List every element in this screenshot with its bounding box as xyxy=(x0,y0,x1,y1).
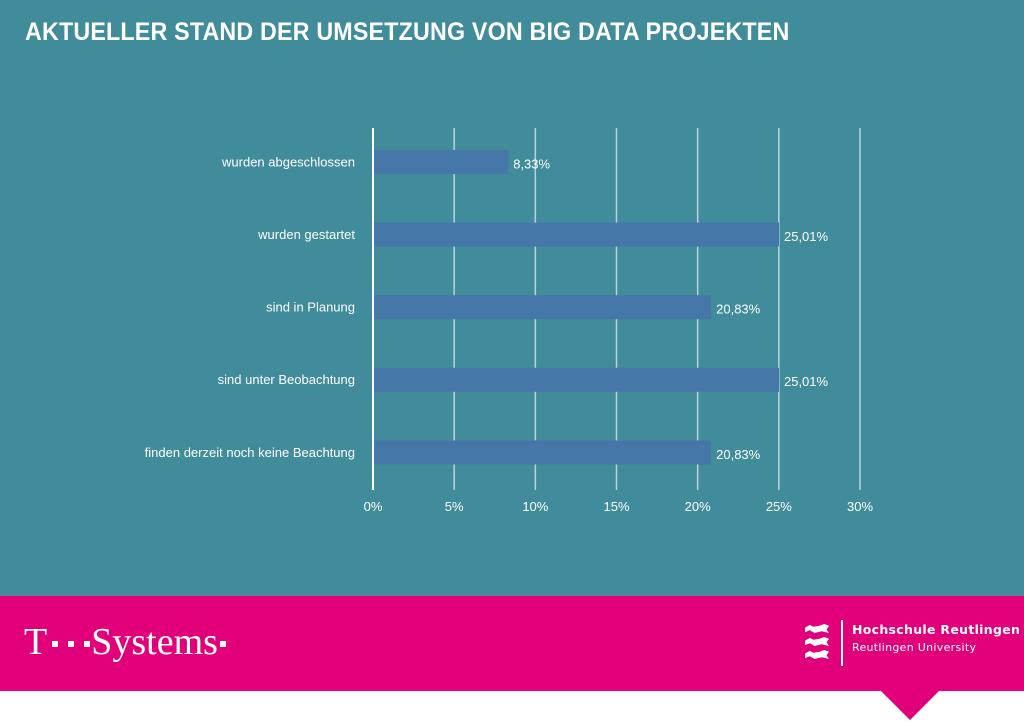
bar-chart: wurden abgeschlossen wurden gestartet sind… xyxy=(145,128,874,514)
x-tick-label: 20% xyxy=(685,499,711,514)
lion-icon xyxy=(805,650,829,659)
value-label: 8,33% xyxy=(513,156,550,171)
value-label: 20,83% xyxy=(716,447,761,462)
category-label: wurden gestartet xyxy=(257,227,355,242)
category-label: wurden abgeschlossen xyxy=(221,154,355,169)
value-label: 20,83% xyxy=(716,302,761,317)
page-title: AKTUELLER STAND DER UMSETZUNG VON BIG DA… xyxy=(25,18,790,46)
category-labels: wurden abgeschlossen wurden gestartet sind… xyxy=(145,154,356,459)
x-tick-label: 15% xyxy=(603,499,629,514)
value-label: 25,01% xyxy=(784,229,829,244)
bars xyxy=(374,150,779,465)
t-systems-logo: T Systems xyxy=(24,620,231,664)
logo-dot xyxy=(52,641,59,647)
university-logo: Hochschule Reutlingen Reutlingen Univers… xyxy=(805,620,1020,666)
coat-of-arms-lions-icon xyxy=(805,624,831,659)
x-tick-label: 5% xyxy=(445,499,464,514)
t-systems-t-letter: T xyxy=(24,621,48,663)
logo-dot xyxy=(84,641,91,647)
university-subtitle: Reutlingen University xyxy=(852,641,977,654)
category-label: finden derzeit noch keine Beachtung xyxy=(145,445,355,460)
lion-icon xyxy=(805,637,829,646)
x-tick-label: 30% xyxy=(847,499,873,514)
bar xyxy=(374,150,509,174)
t-systems-wordmark: Systems xyxy=(91,621,218,663)
lion-icon xyxy=(805,624,829,633)
x-tick-labels: 0% 5% 10% 15% 20% 25% 30% xyxy=(364,499,874,514)
bar xyxy=(374,295,712,320)
footer-chevron xyxy=(880,690,940,720)
x-tick-label: 25% xyxy=(766,499,792,514)
logo-divider xyxy=(841,620,843,666)
bar xyxy=(374,367,779,392)
x-tick-label: 10% xyxy=(522,499,548,514)
university-name: Hochschule Reutlingen xyxy=(852,622,1021,637)
value-label: 25,01% xyxy=(784,374,829,389)
value-labels: 8,33% 25,01% 20,83% 25,01% 20,83% xyxy=(513,156,828,461)
logo-dot xyxy=(68,641,75,647)
category-label: sind in Planung xyxy=(266,300,355,315)
bar xyxy=(374,222,779,247)
footer-band xyxy=(0,596,1024,691)
x-tick-label: 0% xyxy=(364,499,383,514)
bar xyxy=(374,440,712,465)
category-label: sind unter Beobachtung xyxy=(218,372,355,387)
logo-dot xyxy=(219,641,226,647)
